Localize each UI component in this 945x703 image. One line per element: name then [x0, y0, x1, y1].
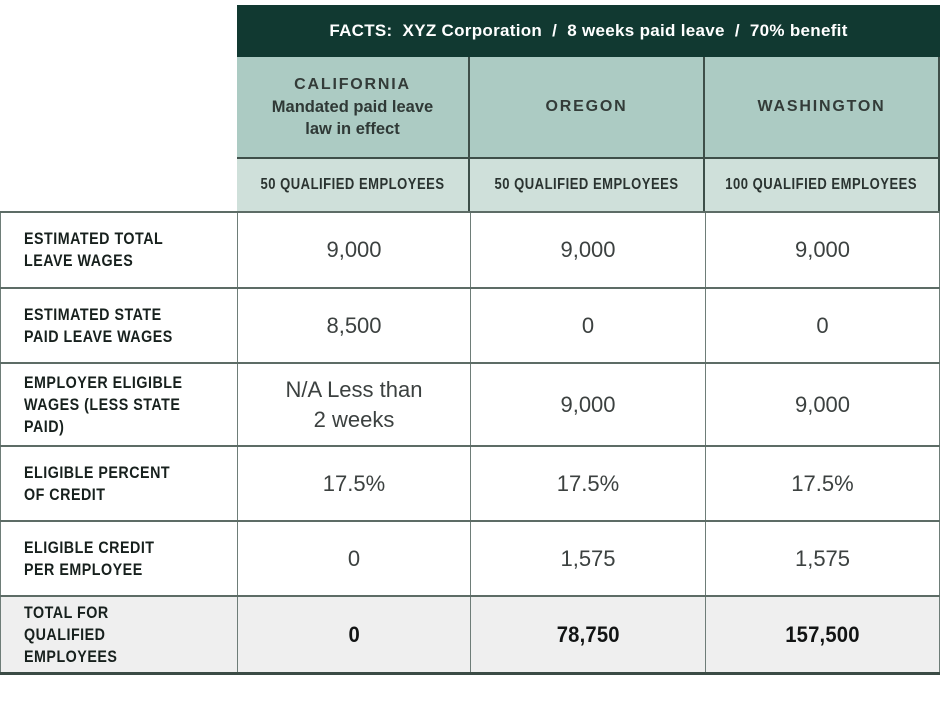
- row-label-cell: ESTIMATED STATE PAID LEAVE WAGES: [0, 289, 237, 362]
- qualified-cell-washington: 100 QUALIFIED EMPLOYEES: [705, 159, 940, 211]
- total-value: 157,500: [785, 621, 860, 647]
- value-cell: 8,500: [237, 289, 470, 362]
- cell-value: 0: [347, 545, 361, 571]
- cell-value: 1,575: [560, 545, 616, 571]
- value-cell: 17.5%: [237, 447, 470, 520]
- cell-value: 0: [581, 312, 595, 338]
- value-cell: 1,575: [470, 522, 705, 595]
- value-cell: 1,575: [705, 522, 940, 595]
- value-cell: 9,000: [705, 213, 940, 287]
- total-value-cell: 0: [237, 597, 470, 672]
- cell-value: 1,575: [794, 545, 851, 571]
- row-label-cell: ESTIMATED TOTAL LEAVE WAGES: [0, 213, 237, 287]
- value-cell: 0: [470, 289, 705, 362]
- row-label-cell: TOTAL FOR QUALIFIED EMPLOYEES: [0, 597, 237, 672]
- value-cell: N/A Less than 2 weeks: [237, 364, 470, 445]
- cell-value: 17.5%: [556, 470, 620, 496]
- value-cell: 0: [705, 289, 940, 362]
- cell-value: 17.5%: [791, 470, 854, 496]
- row-label: ESTIMATED TOTAL LEAVE WAGES: [24, 229, 164, 270]
- table-row-eligible-credit-per-employee: ELIGIBLE CREDIT PER EMPLOYEE 0 1,575 1,5…: [0, 520, 940, 595]
- facts-comparison-table: FACTS: XYZ Corporation / 8 weeks paid le…: [0, 5, 940, 675]
- row-label-cell: ELIGIBLE PERCENT OF CREDIT: [0, 447, 237, 520]
- cell-value: 9,000: [560, 237, 616, 262]
- state-header-washington: WASHINGTON: [705, 57, 940, 157]
- state-header-row: CALIFORNIA Mandated paid leave law in ef…: [237, 57, 940, 157]
- qualified-label-oregon: 50 QUALIFIED EMPLOYEES: [494, 176, 679, 193]
- row-label-cell: ELIGIBLE CREDIT PER EMPLOYEE: [0, 522, 237, 595]
- qualified-cell-california: 50 QUALIFIED EMPLOYEES: [237, 159, 470, 211]
- california-label: CALIFORNIA: [294, 76, 411, 93]
- row-label: ELIGIBLE CREDIT PER EMPLOYEE: [24, 537, 155, 579]
- value-cell: 9,000: [237, 213, 470, 287]
- table-row-employer-eligible-wages: EMPLOYER ELIGIBLE WAGES (LESS STATE PAID…: [0, 362, 940, 445]
- state-header-oregon: OREGON: [470, 57, 705, 157]
- row-label: ESTIMATED STATE PAID LEAVE WAGES: [24, 304, 173, 346]
- qualified-label-washington: 100 QUALIFIED EMPLOYEES: [725, 176, 918, 193]
- value-cell: 17.5%: [470, 447, 705, 520]
- qualified-label-california: 50 QUALIFIED EMPLOYEES: [260, 176, 445, 193]
- cell-value: N/A Less than 2 weeks: [285, 376, 423, 432]
- cell-value: 9,000: [794, 391, 851, 417]
- value-cell: 9,000: [705, 364, 940, 445]
- row-label: EMPLOYER ELIGIBLE WAGES (LESS STATE PAID…: [24, 372, 183, 436]
- total-value: 78,750: [556, 621, 620, 647]
- cell-value: 9,000: [326, 237, 382, 262]
- oregon-label: OREGON: [545, 98, 628, 115]
- total-value-cell: 157,500: [705, 597, 940, 672]
- row-label: TOTAL FOR QUALIFIED EMPLOYEES: [24, 602, 118, 666]
- value-cell: 0: [237, 522, 470, 595]
- total-value-cell: 78,750: [470, 597, 705, 672]
- row-label-cell: EMPLOYER ELIGIBLE WAGES (LESS STATE PAID…: [0, 364, 237, 445]
- qualified-employees-row: 50 QUALIFIED EMPLOYEES 50 QUALIFIED EMPL…: [237, 157, 940, 211]
- total-value: 0: [348, 621, 360, 647]
- value-cell: 9,000: [470, 213, 705, 287]
- cell-value: 17.5%: [322, 470, 386, 496]
- table-row-eligible-percent-of-credit: ELIGIBLE PERCENT OF CREDIT 17.5% 17.5% 1…: [0, 445, 940, 520]
- california-subtitle: Mandated paid leave law in effect: [271, 98, 434, 138]
- row-label: ELIGIBLE PERCENT OF CREDIT: [24, 462, 171, 504]
- value-cell: 9,000: [470, 364, 705, 445]
- state-header-california: CALIFORNIA Mandated paid leave law in ef…: [237, 57, 470, 157]
- table-row-estimated-total-leave-wages: ESTIMATED TOTAL LEAVE WAGES 9,000 9,000 …: [0, 211, 940, 287]
- value-cell: 17.5%: [705, 447, 940, 520]
- table-row-estimated-state-paid-leave-wages: ESTIMATED STATE PAID LEAVE WAGES 8,500 0…: [0, 287, 940, 362]
- washington-label: WASHINGTON: [757, 98, 886, 115]
- cell-value: 9,000: [794, 237, 851, 262]
- facts-header-text: FACTS: XYZ Corporation / 8 weeks paid le…: [329, 21, 848, 40]
- table-row-total-for-qualified-employees: TOTAL FOR QUALIFIED EMPLOYEES 0 78,750 1…: [0, 595, 940, 672]
- cell-value: 9,000: [560, 391, 616, 417]
- qualified-cell-oregon: 50 QUALIFIED EMPLOYEES: [470, 159, 705, 211]
- cell-value: 0: [816, 312, 829, 338]
- cell-value: 8,500: [326, 312, 382, 338]
- facts-header-bar: FACTS: XYZ Corporation / 8 weeks paid le…: [237, 5, 940, 57]
